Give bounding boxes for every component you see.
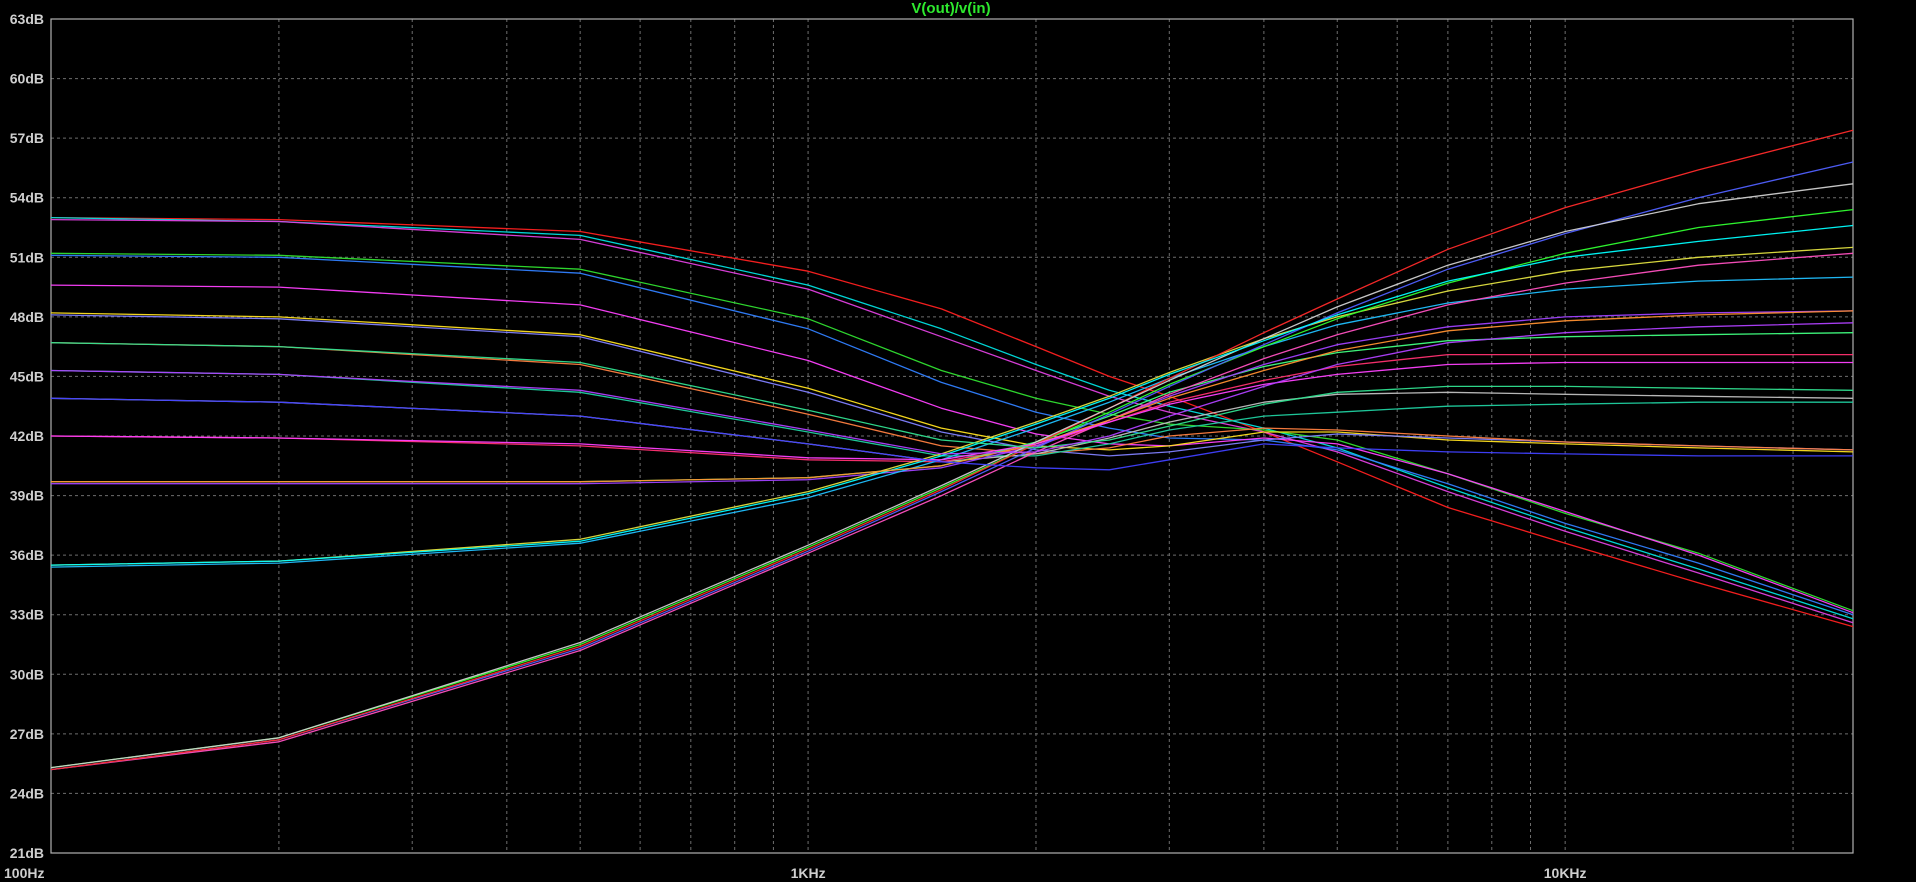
tick-labels: 21dB 24dB 27dB 30dB 33dB 36dB 39dB 42dB 45dB 48dB… xyxy=(4,11,1587,881)
grid-lines xyxy=(51,19,1853,853)
series-line-22 xyxy=(50,224,1854,566)
y-tick-label: 27dB xyxy=(10,726,44,742)
series-line-26 xyxy=(50,342,1854,449)
series-line-9 xyxy=(50,342,1854,455)
series-line-21 xyxy=(50,183,1854,769)
y-tick-label: 51dB xyxy=(10,249,44,265)
y-tick-label: 63dB xyxy=(10,11,44,27)
y-tick-label: 30dB xyxy=(10,666,44,682)
y-tick-label: 54dB xyxy=(10,190,44,206)
series-line-15 xyxy=(50,276,1854,568)
series-traces xyxy=(50,129,1854,771)
series-line-27 xyxy=(50,322,1854,455)
x-tick-label: 10KHz xyxy=(1544,865,1587,881)
series-line-18 xyxy=(50,208,1854,769)
chart-title: V(out)/v(in) xyxy=(911,0,990,17)
y-tick-label: 45dB xyxy=(10,368,44,384)
series-line-5 xyxy=(50,252,1854,612)
series-line-20 xyxy=(50,129,1854,771)
y-tick-label: 60dB xyxy=(10,71,44,87)
x-tick-label: 1KHz xyxy=(791,865,826,881)
series-line-14 xyxy=(51,310,1854,485)
series-line-10 xyxy=(50,369,1853,457)
x-tick-label: 100Hz xyxy=(4,865,44,881)
series-line-12 xyxy=(50,353,1853,463)
series-line-7 xyxy=(50,312,1854,453)
y-tick-label: 39dB xyxy=(10,488,44,504)
series-line-19 xyxy=(50,161,1854,771)
y-tick-label: 42dB xyxy=(10,428,44,444)
series-line-23 xyxy=(51,310,1854,483)
y-tick-label: 48dB xyxy=(10,309,44,325)
y-tick-label: 36dB xyxy=(10,547,44,563)
series-line-6 xyxy=(50,284,1854,614)
series-line-25 xyxy=(50,397,1853,471)
y-tick-label: 57dB xyxy=(10,130,44,146)
y-tick-label: 21dB xyxy=(10,845,44,861)
series-line-17 xyxy=(50,252,1854,771)
y-tick-label: 24dB xyxy=(10,785,44,801)
series-line-24 xyxy=(50,361,1853,461)
series-line-16 xyxy=(50,246,1854,566)
y-tick-label: 33dB xyxy=(10,607,44,623)
